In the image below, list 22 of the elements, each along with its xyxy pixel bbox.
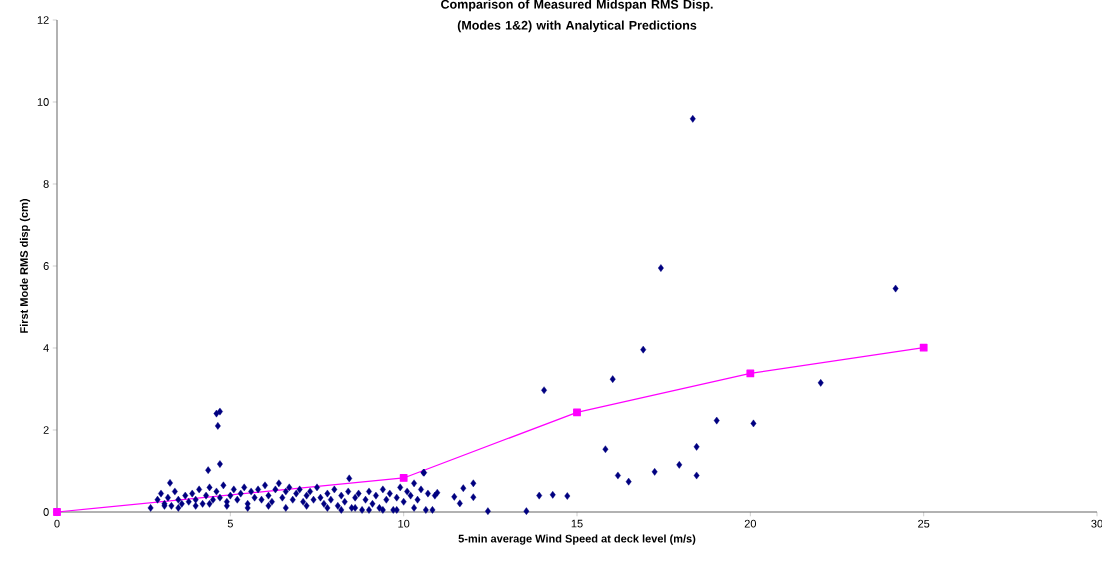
y-tick-label: 2 — [43, 426, 49, 434]
point — [746, 369, 755, 378]
x-tick-label: 5 — [227, 519, 233, 528]
x-tick-label: 20 — [744, 519, 757, 528]
point — [919, 343, 928, 352]
point — [573, 408, 581, 417]
point — [399, 474, 408, 482]
x-tick-label: 25 — [918, 519, 930, 528]
x-tick-label: 30 — [1091, 519, 1102, 528]
x-tick-label: 15 — [571, 519, 583, 528]
y-tick-label: 4 — [43, 344, 49, 352]
y-tick-label: 12 — [37, 16, 49, 24]
y-tick-label: 0 — [43, 508, 49, 516]
x-axis-title: 5-min average Wind Speed at deck level (m/s) — [458, 534, 696, 545]
y-axis-title: First Mode RMS disp (cm) — [19, 199, 31, 333]
point — [53, 508, 61, 516]
x-tick-label: 10 — [398, 519, 410, 528]
x-tick-label: 0 — [54, 519, 60, 528]
y-tick-label: 6 — [43, 262, 49, 270]
y-tick-label: 8 — [43, 180, 49, 188]
y-tick-label: 10 — [37, 98, 49, 106]
chart-title: Comparison of Measured Midspan RMS Disp. (Modes 1&2) with Analytical Predictions — [441, 0, 713, 33]
